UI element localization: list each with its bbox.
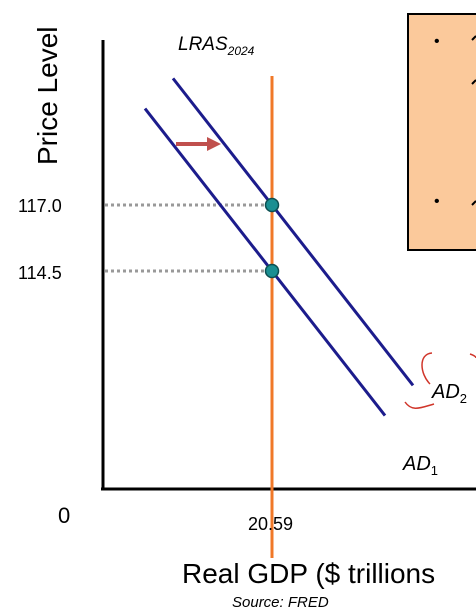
y-tick-label-117: 117.0: [18, 196, 62, 216]
source-note: Source: FRED: [232, 594, 329, 611]
y-axis-title: Price Level: [32, 26, 63, 165]
note-clipped-glyph-3: [471, 200, 476, 206]
note-bullet-2: •: [434, 193, 440, 210]
equilibrium-point-ad1: [264, 263, 280, 279]
y-tick-label-114-5: 114.5: [18, 263, 62, 283]
note-clipped-glyph-1: [471, 35, 476, 41]
right-arrow-icon: [176, 137, 221, 151]
note-box: [407, 13, 476, 251]
equilibrium-point-ad2: [264, 197, 280, 213]
annotation-bracket-left: [421, 352, 433, 385]
origin-label: 0: [58, 503, 70, 528]
ad2-curve: [171, 77, 415, 387]
x-tick-label: 20.59: [248, 514, 293, 534]
lras-label: LRAS2024: [178, 34, 255, 58]
annotation-bracket-bottom: [404, 401, 435, 409]
ad1-label: AD1: [402, 453, 438, 478]
x-axis-title: Real GDP ($ trillions: [182, 558, 435, 589]
ad2-label: AD2: [431, 381, 467, 406]
annotation-bracket-top: [469, 353, 476, 359]
note-bullet-1: •: [434, 33, 440, 50]
ad1-curve: [143, 107, 387, 417]
note-clipped-glyph-2: [471, 79, 476, 85]
